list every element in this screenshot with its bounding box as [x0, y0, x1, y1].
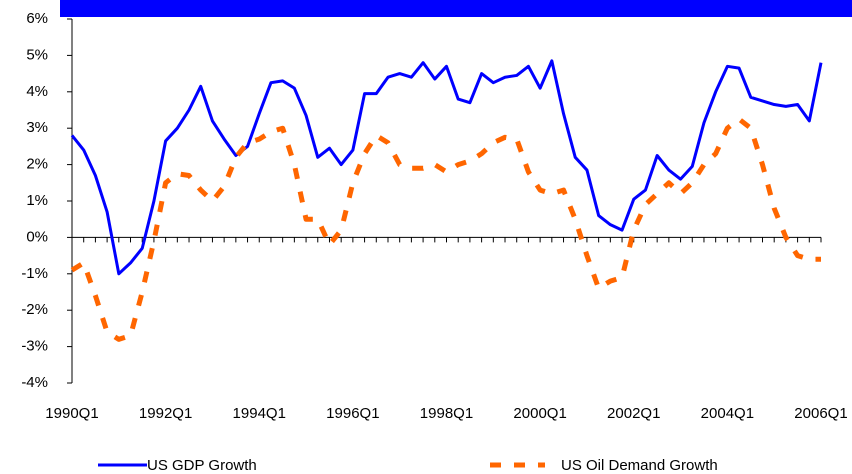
y-tick-label: -2%	[21, 301, 48, 318]
y-tick-label: 5%	[26, 46, 48, 63]
y-tick-label: 1%	[26, 192, 48, 209]
x-tick-label: 1994Q1	[233, 405, 286, 422]
x-tick-label: 1996Q1	[326, 405, 379, 422]
y-tick-label: 0%	[26, 228, 48, 245]
x-tick-label: 2004Q1	[701, 405, 754, 422]
legend-label: US Oil Demand Growth	[561, 457, 718, 474]
y-tick-label: 3%	[26, 119, 48, 136]
header-band	[60, 0, 852, 17]
x-tick-label: 2002Q1	[607, 405, 660, 422]
y-tick-label: -3%	[21, 338, 48, 355]
y-tick-label: 2%	[26, 156, 48, 173]
y-tick-label: -4%	[21, 374, 48, 391]
series-line	[70, 59, 823, 276]
y-tick-label: -1%	[21, 265, 48, 282]
legend-label: US GDP Growth	[147, 457, 257, 474]
y-tick-label: 6%	[26, 10, 48, 27]
x-tick-label: 2006Q1	[794, 405, 847, 422]
series-line	[70, 116, 821, 342]
x-tick-label: 1992Q1	[139, 405, 192, 422]
x-tick-label: 1990Q1	[45, 405, 98, 422]
x-tick-label: 1998Q1	[420, 405, 473, 422]
y-tick-label: 4%	[26, 83, 48, 100]
x-tick-label: 2000Q1	[513, 405, 566, 422]
